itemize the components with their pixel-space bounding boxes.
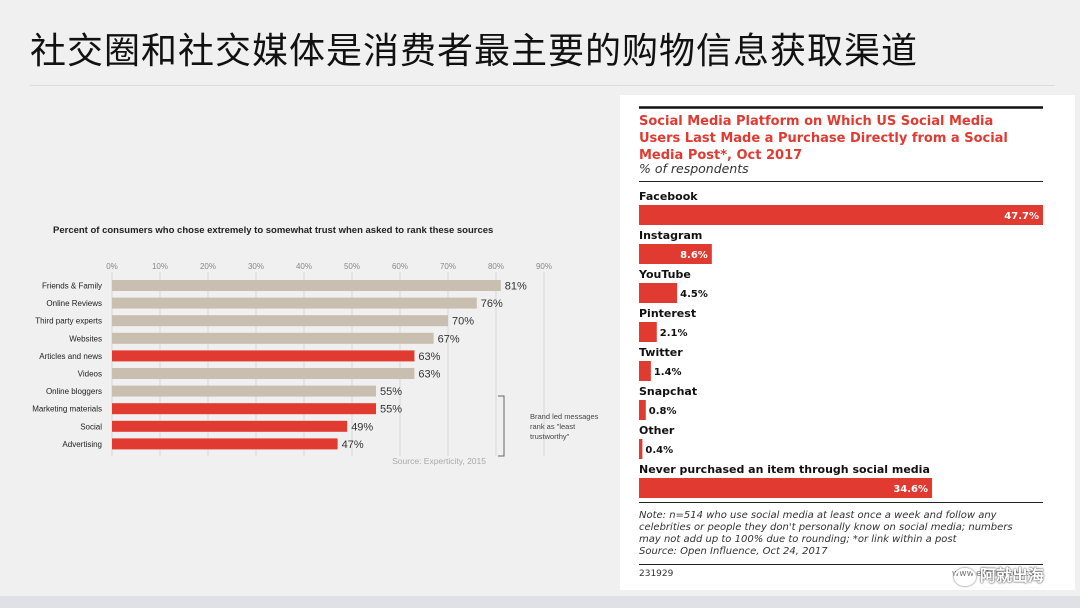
value-label: 55% — [380, 386, 402, 398]
category-label: Facebook — [639, 190, 698, 203]
x-tick-label: 70% — [440, 262, 456, 271]
trust-sources-chart: Percent of consumers who chose extremely… — [0, 200, 600, 480]
chart-title-line: Media Post*, Oct 2017 — [639, 148, 802, 163]
bar — [639, 361, 651, 381]
bar — [639, 439, 643, 459]
x-tick-label: 90% — [536, 262, 552, 271]
category-label: Instagram — [639, 229, 702, 242]
category-label: Videos — [78, 370, 102, 379]
bar — [112, 438, 338, 450]
bar — [639, 400, 646, 420]
value-label: 47% — [342, 439, 364, 451]
annotation-line: trustworthy" — [530, 432, 570, 441]
value-label: 1.4% — [654, 367, 682, 378]
note-line: Source: Open Influence, Oct 24, 2017 — [639, 546, 828, 557]
x-tick-label: 40% — [296, 262, 312, 271]
annotation-line: rank as "least — [530, 422, 576, 431]
category-label: Snapchat — [639, 385, 697, 398]
value-label: 8.6% — [680, 250, 708, 261]
bar — [639, 205, 1043, 225]
value-label: 0.4% — [645, 445, 673, 456]
note-line: Note: n=514 who use social media at leas… — [639, 510, 998, 521]
category-label: Advertising — [62, 440, 102, 449]
note-line: celebrities or people they don't persona… — [639, 522, 1013, 533]
category-label: Friends & Family — [42, 282, 102, 291]
x-tick-label: 60% — [392, 262, 408, 271]
value-label: 0.8% — [649, 406, 677, 417]
bar — [112, 385, 376, 397]
category-label: Never purchased an item through social m… — [639, 463, 930, 476]
value-label: 55% — [380, 404, 402, 416]
category-label: Social — [80, 422, 102, 431]
wechat-icon — [953, 567, 976, 586]
category-label: Websites — [69, 334, 102, 343]
category-label: Marketing materials — [32, 405, 102, 414]
bar — [639, 244, 712, 264]
bracket — [498, 395, 505, 457]
bar — [639, 283, 678, 303]
bar — [112, 297, 477, 309]
category-label: Online bloggers — [46, 387, 102, 396]
bar — [112, 350, 415, 362]
social-purchase-chart: Social Media Platform on Which US Social… — [620, 95, 1075, 590]
value-label: 67% — [438, 333, 460, 345]
x-tick-label: 0% — [106, 262, 118, 271]
value-label: 76% — [481, 298, 503, 310]
watermark-text: 阿就出海 — [979, 566, 1044, 585]
bar — [639, 322, 657, 342]
x-tick-label: 30% — [248, 262, 264, 271]
category-label: Third party experts — [35, 317, 102, 326]
bar — [112, 420, 348, 432]
x-tick-label: 50% — [344, 262, 360, 271]
source-note: Source: Experticity, 2015 — [392, 456, 486, 466]
annotation-line: Brand led messages — [530, 412, 599, 421]
value-label: 4.5% — [680, 289, 708, 300]
value-label: 63% — [418, 351, 440, 363]
bar — [112, 403, 376, 415]
chart-title-line: Social Media Platform on Which US Social… — [639, 114, 993, 129]
category-label: YouTube — [638, 268, 691, 281]
title-divider — [30, 85, 1055, 86]
watermark: 阿就出海 — [953, 562, 1044, 586]
value-label: 70% — [452, 316, 474, 328]
chart-id: 231929 — [639, 569, 674, 579]
trust-sources-svg: Percent of consumers who chose extremely… — [32, 225, 599, 466]
category-label: Pinterest — [639, 307, 696, 320]
category-label: Articles and news — [39, 352, 102, 361]
bar — [112, 332, 434, 344]
value-label: 2.1% — [660, 328, 688, 339]
value-label: 63% — [418, 369, 440, 381]
chart-subtitle: % of respondents — [639, 161, 749, 176]
page-title: 社交圈和社交媒体是消费者最主要的购物信息获取渠道 — [30, 31, 919, 72]
note-line: may not add up to 100% due to rounding; … — [639, 534, 958, 545]
category-label: Twitter — [639, 346, 683, 359]
x-tick-label: 10% — [152, 262, 168, 271]
value-label: 34.6% — [893, 484, 928, 495]
bar — [112, 368, 415, 379]
x-tick-label: 20% — [200, 262, 216, 271]
chart-title: Percent of consumers who chose extremely… — [53, 225, 493, 236]
brand-text: www.eMarketer.com — [952, 569, 1043, 579]
bar — [639, 478, 933, 498]
x-tick-label: 80% — [488, 262, 504, 271]
chart-title-line: Users Last Made a Purchase Directly from… — [639, 131, 1008, 146]
bar — [112, 280, 501, 291]
category-label: Other — [639, 424, 675, 437]
value-label: 47.7% — [1004, 211, 1039, 222]
social-purchase-svg: Social Media Platform on Which US Social… — [638, 106, 1043, 579]
bottom-bar — [0, 596, 1080, 608]
bar — [112, 315, 448, 327]
category-label: Online Reviews — [46, 299, 102, 308]
value-label: 49% — [351, 421, 373, 433]
value-label: 81% — [505, 281, 527, 293]
